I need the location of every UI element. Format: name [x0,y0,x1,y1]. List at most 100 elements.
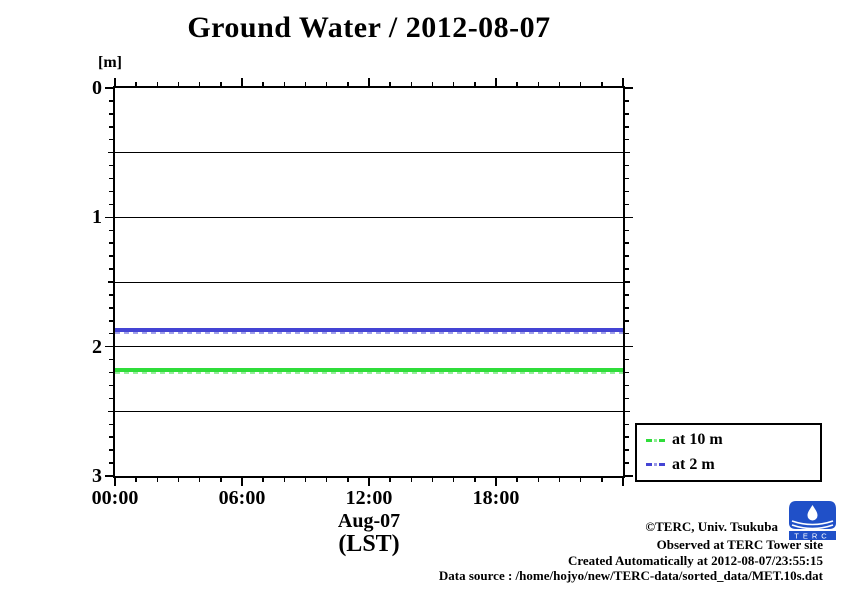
x-axis-timezone-label: (LST) [338,531,400,557]
x-axis-tick [241,478,243,486]
y-axis-tick [109,462,113,464]
y-axis-tick [625,203,629,206]
y-axis-tick [625,126,629,128]
series-line-dash-at-2-m [115,331,623,334]
x-axis-tick [220,82,222,86]
y-axis-tick [109,294,113,296]
y-axis-tick [105,345,113,348]
y-axis-tick [109,268,113,270]
y-axis-tick [105,475,113,477]
x-axis-tick [579,478,582,482]
y-axis-tick [625,449,629,451]
y-axis-tick [625,151,630,154]
y-axis-tick [109,203,113,206]
x-axis-tick [262,478,264,482]
x-axis-tick [114,78,116,86]
y-axis-tick [105,216,113,219]
series-line-at-2-m [115,327,623,332]
y-axis-tick [109,126,113,128]
y-axis-tick [108,281,113,283]
x-axis-tick [410,82,413,86]
x-axis-tick [156,82,159,86]
y-axis-tick [109,255,113,257]
x-axis-tick [622,78,624,86]
y-axis-tick [625,345,633,348]
y-axis-tick-label: 1 [92,206,102,229]
y-axis-tick [625,100,629,102]
y-axis-tick [109,100,113,102]
y-axis-tick [109,138,113,141]
y-axis-tick [109,307,113,309]
y-axis-tick [625,255,629,257]
y-axis-tick [109,332,113,335]
x-axis-tick [368,478,370,486]
x-axis-tick [537,478,540,482]
y-axis-tick [625,268,629,270]
series-line-at-10-m [115,367,623,372]
y-axis-unit-label: [m] [98,54,122,71]
chart-title: Ground Water / 2012-08-07 [187,11,551,44]
x-axis-tick [622,478,624,486]
y-axis-tick [109,320,113,322]
footer-copyright: ©TERC, Univ. Tsukuba [645,519,778,534]
y-axis-tick [625,190,629,193]
y-axis-tick [625,358,629,361]
x-axis-tick [135,82,137,86]
y-axis-tick [108,151,113,154]
series-line-dash-at-10-m [115,371,623,374]
y-axis-tick [625,113,629,115]
legend-entry-at-10-m: at 10 m [646,431,820,449]
y-axis-tick [625,307,629,309]
x-axis-tick [495,478,497,486]
y-axis-tick [109,423,113,426]
x-axis-tick [537,82,540,86]
y-axis-tick [625,423,629,426]
y-axis-tick [108,410,113,413]
x-axis-tick [177,82,180,86]
y-axis-tick [109,371,113,374]
legend-dash-segment [646,438,652,442]
x-axis-tick [198,82,201,86]
y-axis-tick [109,384,113,387]
x-axis-tick [325,478,328,482]
gridline [115,152,623,154]
y-axis-tick [105,87,113,89]
footer-created: Created Automatically at 2012-08-07/23:5… [567,553,823,568]
y-axis-tick [109,229,113,232]
x-axis-tick [304,82,307,86]
y-axis-tick [109,242,113,244]
legend-dash-segment [659,463,665,467]
footer-data-source: Data source : /home/hojyo/new/TERC-data/… [438,568,823,583]
x-axis-tick-label: 06:00 [218,487,266,509]
y-axis-tick [625,384,629,387]
legend-dash-segment [654,463,657,467]
legend-dash-segment [646,463,652,467]
y-axis-tick [625,281,630,283]
y-axis-tick [625,462,629,464]
y-axis-tick-label: 3 [92,465,102,487]
x-axis-tick [516,82,518,86]
y-axis-tick [625,216,633,219]
x-axis-tick [516,478,518,482]
x-axis-tick [558,82,561,86]
x-axis-tick [283,82,286,86]
y-axis-tick [625,87,633,89]
y-axis-tick [625,397,629,400]
x-axis-tick [325,82,328,86]
legend-dash-segment [659,438,665,442]
y-axis-tick-label: 0 [92,77,102,99]
x-axis-tick-label: 12:00 [345,487,393,509]
y-axis-tick [625,475,633,477]
x-axis-tick [410,478,413,482]
gridline [115,281,623,283]
y-axis-tick [625,177,629,180]
svg-text:TERC: TERC [794,532,830,541]
y-axis-tick [109,449,113,451]
x-axis-tick [220,478,222,482]
x-axis-tick [347,82,349,86]
x-axis-tick [431,82,434,86]
x-axis-tick [495,78,497,86]
x-axis-tick [601,478,603,482]
legend-entry-label: at 10 m [672,431,723,449]
x-axis-tick [601,82,603,86]
